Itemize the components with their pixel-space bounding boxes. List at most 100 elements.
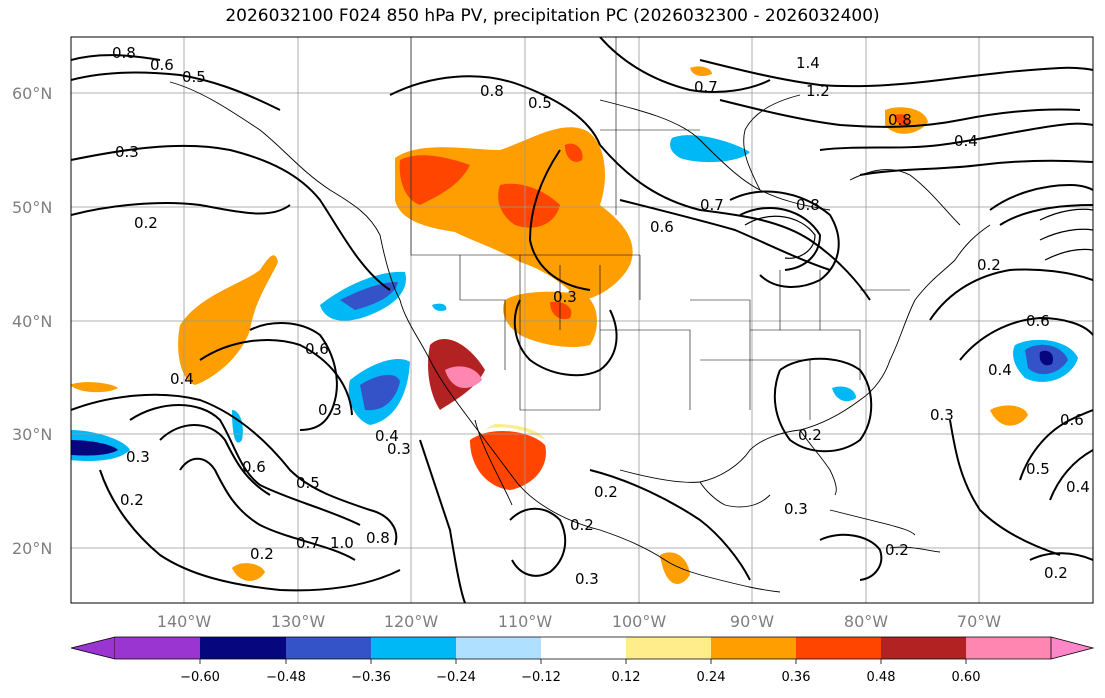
precip-strong-area (399, 155, 470, 205)
precip-positive-area (690, 66, 712, 76)
colorbar-swatch (200, 637, 286, 659)
precip-positive-area (480, 424, 545, 440)
precip-negative-area (432, 303, 447, 311)
lat-label: 60°N (12, 84, 52, 103)
pv-contour-line (599, 144, 871, 301)
pv-contour-line (744, 215, 816, 259)
pv-contour-line (929, 268, 1093, 321)
contour-label: 0.2 (250, 545, 274, 563)
colorbar-tick-label: −0.60 (180, 670, 220, 685)
colorbar-swatch (711, 637, 796, 659)
colorbar-swatch (541, 637, 626, 659)
pv-contour-line (599, 37, 771, 93)
precip-strong-area (550, 301, 572, 320)
contour-label: 0.8 (796, 196, 820, 214)
pv-contours (71, 37, 1093, 603)
colorbar-extend-high (1050, 636, 1095, 660)
precip-positive-area (660, 552, 690, 584)
pv-contour-line (739, 206, 822, 271)
contour-label: 0.6 (305, 340, 329, 358)
pv-contour-line (159, 424, 271, 496)
colorbar-swatch (796, 637, 881, 659)
lon-label: 80°W (844, 612, 888, 631)
precip-strong-area (565, 143, 583, 162)
colorbar-swatch (456, 637, 541, 659)
pv-contour-line (71, 202, 291, 216)
lat-label: 30°N (12, 425, 52, 444)
contour-label: 0.3 (387, 440, 411, 458)
pv-contour-line (71, 54, 161, 61)
plot-frame (70, 36, 1094, 604)
contour-label: 0.2 (120, 491, 144, 509)
latitude-labels: 60°N 50°N 40°N 30°N 20°N (12, 84, 52, 558)
precip-negative-area (340, 282, 398, 310)
pv-contour-line (1019, 409, 1093, 481)
pv-contour-line (99, 469, 401, 592)
pv-contour-line (1039, 228, 1093, 241)
precip-positive-area (71, 382, 118, 393)
pv-contour-line (773, 357, 873, 453)
colorbar-tick-label: 0.60 (952, 670, 981, 685)
colorbar-swatch (881, 637, 966, 659)
pv-contour-line (999, 204, 1093, 226)
precip-strong-area (895, 114, 910, 127)
precip-positive-area (178, 255, 278, 385)
lon-label: 70°W (957, 612, 1001, 631)
pv-contours-thin (744, 208, 1093, 261)
colorbar-swatch (626, 637, 711, 659)
lon-label: 100°W (612, 612, 667, 631)
precip-negative-area (670, 135, 750, 163)
precip-negative-area (832, 386, 856, 402)
contour-label: 0.5 (296, 474, 320, 492)
contour-label: 0.6 (1026, 312, 1050, 330)
precip-strong-area (498, 183, 560, 228)
contour-label: 0.4 (988, 361, 1012, 379)
contour-label: 0.4 (170, 370, 194, 388)
lat-label: 50°N (12, 198, 52, 217)
pv-contour-line (859, 159, 1093, 176)
precip-max-area (445, 366, 482, 389)
precip-negative-area (71, 440, 118, 456)
contour-label: 0.2 (798, 426, 822, 444)
colorbar-tick-label: 0.36 (782, 670, 811, 685)
lat-label: 20°N (12, 539, 52, 558)
precip-positive-area (232, 563, 265, 581)
colorbar: −0.60 −0.48 −0.36 −0.24 −0.12 0.12 0.24 … (70, 636, 1095, 685)
colorbar-tick-label: −0.24 (436, 670, 476, 685)
pv-contour-line (1029, 552, 1093, 561)
contour-label: 0.4 (954, 132, 978, 150)
colorbar-tick-label: −0.12 (521, 670, 561, 685)
pv-contour-line (71, 144, 391, 291)
pv-contour-line (389, 75, 601, 146)
pv-contour-line (509, 507, 567, 577)
contour-label: 0.7 (296, 534, 320, 552)
contour-label: 0.3 (930, 406, 954, 424)
pv-contour-line (949, 419, 1061, 556)
precipitation-shading (71, 66, 1078, 584)
pv-contour-line (528, 149, 591, 291)
colorbar-tick-label: 0.12 (612, 670, 641, 685)
contour-label: 0.5 (528, 94, 552, 112)
contour-label: 1.2 (806, 82, 830, 100)
contour-labels: 0.8 0.6 0.5 0.3 0.2 0.4 0.6 0.3 0.4 0.3 … (112, 44, 1090, 588)
contour-label: 0.8 (480, 82, 504, 100)
pv-contour-line (71, 71, 281, 111)
pv-contour-line (989, 183, 1093, 211)
contour-label: 0.5 (1026, 460, 1050, 478)
colorbar-swatch (371, 637, 456, 659)
colorbar-tick-label: 0.48 (867, 670, 896, 685)
lon-label: 90°W (730, 612, 774, 631)
contour-label: 0.8 (366, 529, 390, 547)
contour-label: 0.4 (375, 427, 399, 445)
pv-contour-line (1039, 208, 1093, 221)
pv-contour-line (589, 469, 751, 581)
contour-label: 0.3 (115, 143, 139, 161)
precip-negative-area (1039, 350, 1054, 366)
contour-label: 0.3 (784, 500, 808, 518)
contour-label: 0.3 (318, 401, 342, 419)
contour-label: 1.0 (330, 534, 354, 552)
colorbar-tick-label: −0.48 (266, 670, 306, 685)
longitude-labels: 140°W 130°W 120°W 110°W 100°W 90°W 80°W … (157, 612, 1001, 631)
pv-contour-line (729, 190, 840, 288)
